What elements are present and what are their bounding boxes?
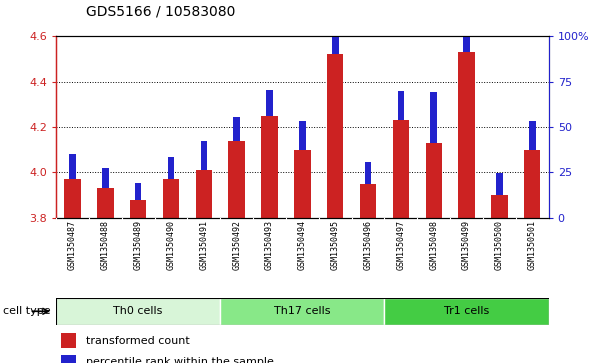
Bar	[431, 92, 437, 143]
Text: Tr1 cells: Tr1 cells	[444, 306, 489, 316]
Bar	[463, 27, 470, 52]
Text: GSM1350487: GSM1350487	[68, 220, 77, 270]
Text: GSM1350497: GSM1350497	[396, 220, 405, 270]
Bar	[398, 91, 404, 120]
Bar	[135, 183, 142, 200]
Bar	[261, 116, 278, 218]
Bar	[168, 158, 174, 179]
Bar	[524, 150, 540, 218]
Bar	[332, 4, 339, 54]
Text: GSM1350490: GSM1350490	[166, 220, 175, 270]
Bar	[266, 90, 273, 116]
Bar	[220, 298, 385, 325]
Bar	[97, 188, 113, 218]
Text: GSM1350488: GSM1350488	[101, 220, 110, 270]
Text: GSM1350492: GSM1350492	[232, 220, 241, 270]
Bar	[458, 52, 475, 218]
Text: GDS5166 / 10583080: GDS5166 / 10583080	[86, 4, 235, 18]
Text: cell type: cell type	[3, 306, 51, 316]
Bar	[491, 195, 507, 218]
Bar	[69, 154, 76, 179]
Bar	[201, 141, 207, 170]
Bar	[327, 54, 343, 218]
Bar	[234, 117, 240, 141]
Text: GSM1350501: GSM1350501	[528, 220, 537, 270]
Bar	[64, 179, 81, 218]
Bar	[360, 184, 376, 218]
Bar	[56, 298, 220, 325]
Bar	[102, 168, 109, 188]
Bar	[365, 162, 371, 184]
Bar	[61, 355, 76, 363]
Text: GSM1350494: GSM1350494	[298, 220, 307, 270]
Bar	[196, 170, 212, 218]
Bar	[529, 121, 536, 150]
Text: percentile rank within the sample: percentile rank within the sample	[86, 358, 274, 363]
Bar	[393, 120, 409, 218]
Bar	[163, 179, 179, 218]
Bar	[299, 121, 306, 150]
Text: Th17 cells: Th17 cells	[274, 306, 330, 316]
Text: Th0 cells: Th0 cells	[113, 306, 163, 316]
Text: transformed count: transformed count	[86, 336, 189, 346]
Bar	[61, 333, 76, 348]
Bar	[425, 143, 442, 218]
Text: GSM1350489: GSM1350489	[134, 220, 143, 270]
Text: GSM1350496: GSM1350496	[363, 220, 372, 270]
Bar	[130, 200, 146, 218]
Bar	[294, 150, 310, 218]
Text: GSM1350498: GSM1350498	[430, 220, 438, 270]
Bar	[385, 298, 549, 325]
Bar	[496, 173, 503, 195]
Bar	[228, 140, 245, 218]
Text: GSM1350499: GSM1350499	[462, 220, 471, 270]
Text: GSM1350491: GSM1350491	[199, 220, 208, 270]
Text: GSM1350500: GSM1350500	[495, 220, 504, 270]
Text: GSM1350493: GSM1350493	[265, 220, 274, 270]
Text: GSM1350495: GSM1350495	[331, 220, 340, 270]
